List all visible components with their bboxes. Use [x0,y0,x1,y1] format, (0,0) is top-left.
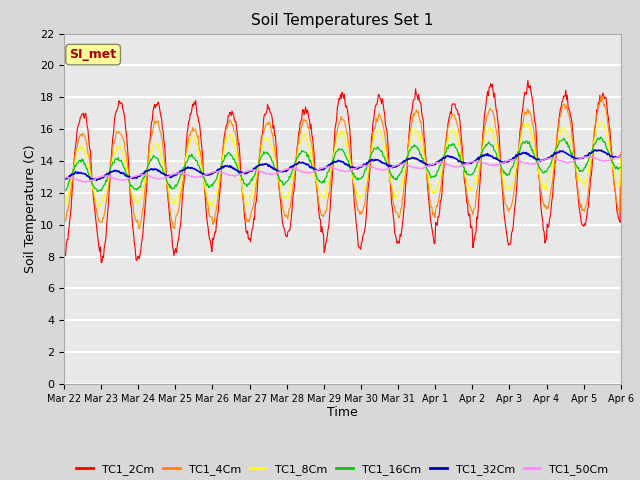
Line: TC1_32Cm: TC1_32Cm [64,150,621,180]
TC1_32Cm [70,171,78,177]
TC1_4Cm [127,194,135,200]
TC1_32Cm [591,147,599,153]
TC1_32Cm [60,177,68,182]
TC1_8Cm [184,145,192,151]
TC1_8Cm [214,184,222,190]
TC1_2Cm [60,250,68,256]
TC1_4Cm [214,193,222,199]
TC1_50Cm [128,175,136,180]
TC1_16Cm [617,165,625,170]
TC1_2Cm [617,156,625,162]
TC1_4Cm [185,136,193,142]
X-axis label: Time: Time [327,407,358,420]
TC1_8Cm [208,204,216,210]
Line: TC1_4Cm: TC1_4Cm [64,96,621,229]
TC1_16Cm [426,173,434,179]
TC1_4Cm [411,110,419,116]
TC1_32Cm [185,165,193,171]
TC1_16Cm [127,182,135,188]
TC1_16Cm [214,173,221,179]
TC1_4Cm [598,94,606,99]
TC1_2Cm [411,96,419,102]
TC1_32Cm [214,167,222,173]
TC1_50Cm [214,169,222,175]
TC1_2Cm [70,157,78,163]
TC1_8Cm [617,151,625,156]
TC1_50Cm [70,175,78,181]
TC1_16Cm [70,167,78,173]
TC1_16Cm [410,142,418,148]
TC1_8Cm [598,119,605,124]
TC1_2Cm [185,119,193,124]
TC1_16Cm [184,157,192,163]
TC1_50Cm [185,172,193,178]
TC1_32Cm [428,162,435,168]
Text: SI_met: SI_met [70,48,116,61]
TC1_4Cm [70,161,78,167]
TC1_2Cm [214,210,222,216]
Legend: TC1_2Cm, TC1_4Cm, TC1_8Cm, TC1_16Cm, TC1_32Cm, TC1_50Cm: TC1_2Cm, TC1_4Cm, TC1_8Cm, TC1_16Cm, TC1… [72,460,613,480]
Line: TC1_2Cm: TC1_2Cm [64,81,621,263]
TC1_8Cm [428,185,435,191]
TC1_8Cm [60,202,68,207]
TC1_2Cm [97,260,105,265]
TC1_2Cm [128,217,136,223]
Line: TC1_8Cm: TC1_8Cm [64,121,621,207]
TC1_32Cm [617,152,625,158]
Y-axis label: Soil Temperature (C): Soil Temperature (C) [24,144,37,273]
Line: TC1_50Cm: TC1_50Cm [64,156,621,182]
TC1_8Cm [70,163,78,168]
TC1_50Cm [617,153,625,158]
TC1_8Cm [127,189,135,194]
TC1_32Cm [128,175,136,180]
TC1_16Cm [60,190,68,195]
TC1_8Cm [411,126,419,132]
TC1_4Cm [135,226,143,232]
TC1_50Cm [60,175,68,181]
Title: Soil Temperatures Set 1: Soil Temperatures Set 1 [252,13,433,28]
TC1_32Cm [93,178,100,183]
TC1_2Cm [428,220,435,226]
TC1_50Cm [411,164,419,170]
TC1_2Cm [524,78,532,84]
TC1_4Cm [428,204,435,210]
TC1_50Cm [82,179,90,185]
TC1_50Cm [428,162,435,168]
Line: TC1_16Cm: TC1_16Cm [64,137,621,192]
TC1_4Cm [60,221,68,227]
TC1_32Cm [411,156,419,162]
TC1_4Cm [617,149,625,155]
TC1_16Cm [597,134,605,140]
